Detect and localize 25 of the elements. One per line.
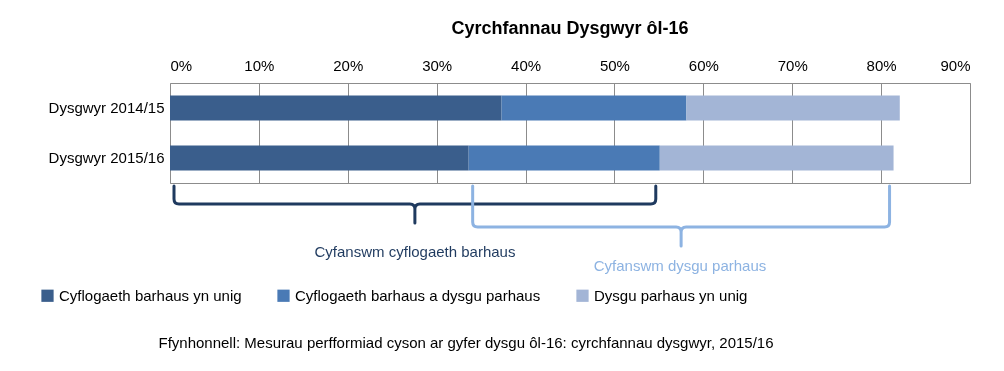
x-tick-label: 40% bbox=[511, 56, 542, 74]
x-tick-label: 20% bbox=[333, 56, 364, 74]
legend-label: Cyflogaeth barhaus yn unig bbox=[59, 286, 242, 304]
text: Cyfanswm cyflogaeth barhaus bbox=[314, 243, 516, 260]
x-tick-label: 0% bbox=[170, 56, 193, 74]
x-tick-label: 60% bbox=[688, 56, 719, 74]
x-tick-label: 30% bbox=[422, 56, 453, 74]
legend-label: Cyflogaeth barhaus a dysgu parhaus bbox=[295, 286, 541, 304]
y-tick-label: Dysgwyr 2015/16 bbox=[48, 149, 165, 166]
legend-label: Dysgu parhaus yn unig bbox=[594, 286, 748, 304]
bar bbox=[686, 95, 900, 121]
bar bbox=[170, 145, 469, 171]
bar bbox=[170, 95, 502, 121]
text: Cyfanswm dysgu parhaus bbox=[593, 257, 767, 274]
x-tick-label: 10% bbox=[244, 56, 275, 74]
text: Ffynhonnell: Mesurau perfformiad cyson ar gyfer dysgu ôl-16: cyrchfannau dysgwyr, 2015/16 bbox=[158, 334, 774, 351]
x-tick-label: 50% bbox=[599, 56, 630, 74]
x-tick-label: 80% bbox=[866, 56, 897, 74]
bar bbox=[659, 145, 894, 171]
bar bbox=[501, 95, 687, 121]
x-tick-label: 90% bbox=[940, 56, 971, 74]
x-tick-label: 70% bbox=[777, 56, 808, 74]
bar bbox=[468, 145, 660, 171]
chart-title: Cyrchfannau Dysgwyr ôl-16 bbox=[451, 18, 689, 38]
y-tick-label: Dysgwyr 2014/15 bbox=[48, 99, 165, 116]
